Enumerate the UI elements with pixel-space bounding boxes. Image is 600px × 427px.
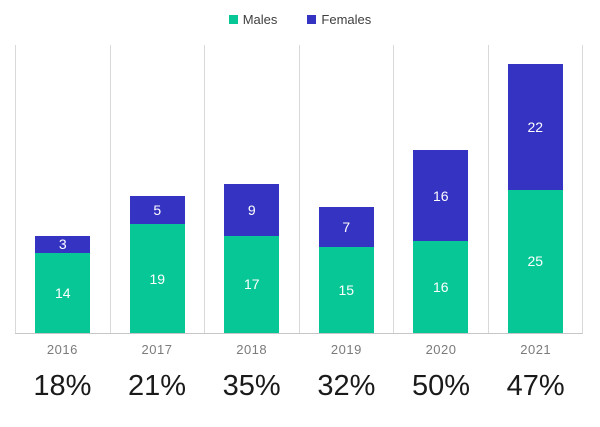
stacked-bar-2021[interactable]: 22 25: [507, 64, 563, 333]
bar-value-label: 25: [527, 253, 544, 270]
stacked-bar-2018[interactable]: 9 17: [224, 184, 280, 333]
bar-segment-females-2019[interactable]: 7: [318, 207, 374, 248]
x-axis-label-2020: 2020: [425, 342, 457, 357]
year-column-2016: 3 14: [15, 45, 110, 333]
bar-value-label: 9: [247, 201, 256, 218]
bar-value-label: 17: [243, 276, 260, 293]
x-axis-label-2019: 2019: [330, 342, 362, 357]
bar-value-label: 5: [153, 202, 162, 219]
bar-value-label: 22: [527, 118, 544, 135]
year-column-2020: 16 16: [393, 45, 488, 333]
percent-label-2020: 50%: [412, 370, 471, 402]
bar-segment-males-2018[interactable]: 17: [224, 235, 280, 333]
bar-segment-females-2020[interactable]: 16: [413, 149, 469, 242]
percent-label-2021: 47%: [506, 370, 565, 402]
males-swatch-icon: [228, 14, 238, 24]
stacked-bar-2020[interactable]: 16 16: [413, 149, 469, 333]
x-axis-label-2017: 2017: [141, 342, 173, 357]
bar-segment-males-2021[interactable]: 25: [507, 189, 563, 333]
bar-value-label: 7: [342, 219, 351, 236]
bar-segment-females-2016[interactable]: 3: [35, 235, 91, 253]
bar-segment-males-2016[interactable]: 14: [35, 252, 91, 333]
year-column-2018: 9 17: [204, 45, 299, 333]
year-column-2017: 5 19: [109, 45, 205, 333]
percent-labels-row: 18% 21% 35% 32% 50% 47%: [15, 357, 583, 403]
bar-segment-females-2017[interactable]: 5: [129, 195, 185, 225]
legend-item-males[interactable]: Males: [228, 11, 278, 27]
chart-legend: Males Females: [0, 11, 600, 27]
stacked-bar-2019[interactable]: 7 15: [318, 207, 374, 333]
bar-value-label: 3: [58, 236, 67, 253]
x-axis-label-2016: 2016: [46, 342, 78, 357]
year-column-2021: 22 25: [487, 45, 583, 333]
percent-label-2017: 21%: [127, 370, 187, 402]
bar-value-label: 19: [149, 270, 166, 287]
bar-segment-females-2021[interactable]: 22: [507, 64, 563, 190]
stacked-bar-2017[interactable]: 5 19: [129, 195, 185, 333]
year-column-2019: 7 15: [298, 45, 394, 333]
x-axis-labels-row: 2016 2017 2018 2019 2020 2021: [15, 334, 583, 357]
bar-value-label: 16: [432, 187, 449, 204]
bar-segment-females-2018[interactable]: 9: [224, 184, 280, 236]
x-axis-label-2018: 2018: [236, 342, 268, 357]
legend-label-females: Females: [321, 11, 372, 27]
bar-segment-males-2017[interactable]: 19: [129, 224, 185, 333]
plot-area: 3 14 5 19 9 17 7 15 16 16 22 25: [15, 45, 583, 334]
bar-value-label: 14: [54, 284, 71, 301]
x-axis-label-2021: 2021: [520, 342, 552, 357]
bar-value-label: 16: [432, 279, 449, 296]
bar-value-label: 15: [338, 282, 355, 299]
stacked-bar-2016[interactable]: 3 14: [35, 235, 91, 333]
females-swatch-icon: [307, 14, 317, 24]
percent-label-2018: 35%: [222, 370, 281, 402]
legend-label-males: Males: [242, 11, 278, 27]
bar-segment-males-2019[interactable]: 15: [318, 247, 374, 333]
percent-label-2019: 32%: [317, 370, 376, 402]
bar-segment-males-2020[interactable]: 16: [413, 241, 469, 333]
legend-item-females[interactable]: Females: [307, 12, 371, 27]
percent-label-2016: 18%: [33, 370, 92, 402]
